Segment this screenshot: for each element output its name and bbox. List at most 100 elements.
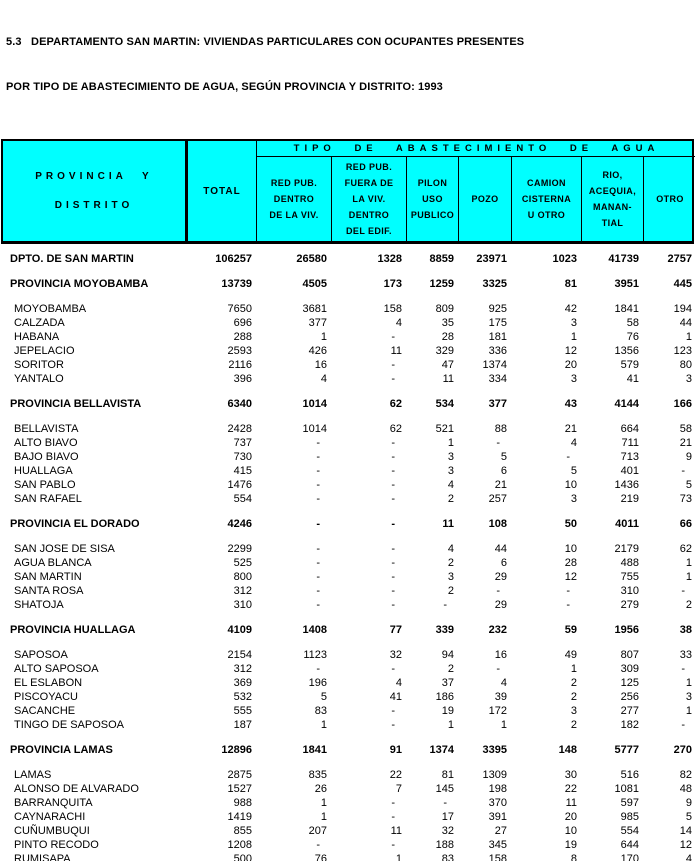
cell-value: 21 (494, 479, 507, 491)
cell-value: 1023 (552, 253, 577, 265)
cell-value: 30 (564, 769, 577, 781)
table-row: PROVINCIA BELLAVISTA 6340 1014 62 534 377 43 41… (0, 397, 695, 411)
cell-value: 516 (620, 769, 639, 781)
cell-value: 396 (233, 373, 252, 385)
cell-value: 1408 (302, 624, 327, 636)
table-row: CAYNARACHI 1419 1 - 17 391 20 985 5 (0, 810, 695, 824)
row-label: PROVINCIA HUALLAGA (10, 624, 136, 636)
header-group-title: TIPO DE ABASTECIMIENTO DE AGUA (257, 141, 695, 157)
table-row: PROVINCIA MOYOBAMBA 13739 4505 173 1259 3325 8… (0, 277, 695, 291)
cell-value: 4505 (302, 278, 327, 290)
header-group: TIPO DE ABASTECIMIENTO DE AGUA RED PUB. D… (257, 141, 695, 241)
cell-value: - (566, 585, 570, 597)
row-label: SAN PABLO (14, 479, 76, 491)
header-column-3: PILON USO PUBLICO (407, 157, 459, 241)
cell-value: 44 (494, 543, 507, 555)
cell-value: 19 (441, 705, 454, 717)
table-row: CALZADA 696 377 4 35 175 3 58 44 (0, 316, 695, 330)
cell-value: 10 (564, 825, 577, 837)
cell-value: 555 (233, 705, 252, 717)
cell-value: 11 (390, 825, 402, 837)
header-column-line: RED PUB. (345, 162, 393, 172)
cell-value: 1419 (227, 811, 252, 823)
cell-value: 11 (565, 797, 577, 809)
cell-value: 415 (233, 465, 252, 477)
cell-value: 62 (389, 423, 402, 435)
cell-value: 988 (233, 797, 252, 809)
cell-value: - (496, 663, 500, 675)
cell-value: 19 (564, 839, 577, 851)
cell-value: 76 (314, 853, 327, 861)
header-column-line: ACEQUIA, (588, 186, 637, 196)
cell-value: - (316, 493, 320, 505)
cell-value: 3395 (482, 744, 507, 756)
row-label: SACANCHE (14, 705, 76, 717)
cell-value: 37 (441, 677, 454, 689)
cell-value: - (443, 599, 447, 611)
cell-value: - (391, 719, 395, 731)
cell-value: - (391, 437, 395, 449)
cell-value: 1328 (377, 253, 402, 265)
cell-value: 20 (564, 359, 577, 371)
cell-value: 369 (233, 677, 252, 689)
cell-value: 3 (570, 493, 577, 505)
cell-value: 21 (564, 423, 577, 435)
cell-value: 106257 (215, 253, 252, 265)
cell-value: 1841 (302, 744, 327, 756)
cell-value: 32 (441, 825, 454, 837)
cell-value: 17 (441, 811, 454, 823)
cell-value: 835 (308, 769, 327, 781)
cell-value: 35 (441, 317, 454, 329)
cell-value: 2 (447, 493, 454, 505)
cell-value: 2757 (667, 253, 692, 265)
row-label: MOYOBAMBA (14, 303, 87, 315)
cell-value: 2 (447, 557, 454, 569)
row-label: SAN MARTIN (14, 571, 82, 583)
cell-value: 186 (435, 691, 454, 703)
row-label: HUALLAGA (14, 465, 73, 477)
cell-value: 597 (620, 797, 639, 809)
cell-value: 1309 (482, 769, 507, 781)
cell-value: 219 (620, 493, 639, 505)
table-row: YANTALO 396 4 - 11 334 3 41 3 (0, 372, 695, 386)
header-column-line: LA VIV. (352, 194, 386, 204)
cell-value: 173 (383, 278, 402, 290)
table-row: PROVINCIA EL DORADO 4246 - - 11 108 50 4011 66 (0, 517, 695, 531)
cell-value: 1 (570, 331, 577, 343)
row-label: AGUA BLANCA (14, 557, 92, 569)
cell-value: 232 (488, 624, 507, 636)
cell-value: - (391, 839, 395, 851)
cell-value: 730 (233, 451, 252, 463)
cell-value: 3 (447, 465, 454, 477)
header-column-line: MANAN- (593, 202, 632, 212)
cell-value: 5 (570, 465, 577, 477)
cell-value: 377 (488, 398, 507, 410)
cell-value: - (316, 479, 320, 491)
cell-value: 3 (685, 691, 692, 703)
cell-value: 925 (488, 303, 507, 315)
cell-value: 1 (685, 557, 692, 569)
cell-value: 1014 (302, 398, 327, 410)
cell-value: 309 (620, 663, 639, 675)
cell-value: 257 (488, 493, 507, 505)
row-label: EL ESLABON (14, 677, 83, 689)
cell-value: - (443, 797, 447, 809)
cell-value: 1 (685, 331, 692, 343)
table-row: SORITOR 2116 16 - 47 1374 20 579 80 (0, 358, 695, 372)
cell-value: 310 (233, 599, 252, 611)
header-column-line: FUERA DE (344, 178, 394, 188)
table-row: BAJO BIAVO 730 - - 3 5 - 713 9 (0, 450, 695, 464)
cell-value: 43 (564, 398, 577, 410)
cell-value: 5777 (614, 744, 639, 756)
cell-value: 2 (570, 719, 577, 731)
cell-value: - (681, 465, 685, 477)
cell-value: 148 (558, 744, 577, 756)
cell-value: 277 (620, 705, 639, 717)
cell-value: 554 (620, 825, 639, 837)
cell-value: 42 (564, 303, 577, 315)
table-row: SAN PABLO 1476 - - 4 21 10 1436 5 (0, 478, 695, 492)
header-column-line: OTRO (656, 194, 684, 204)
cell-value: 10 (564, 543, 577, 555)
cell-value: 12 (564, 345, 577, 357)
